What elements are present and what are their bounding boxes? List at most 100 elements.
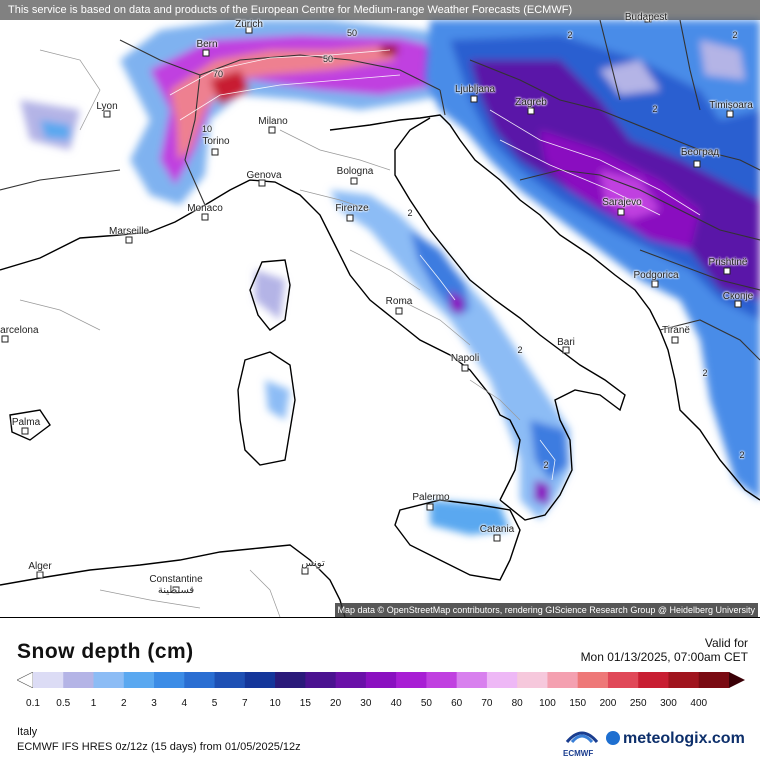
city-marker	[617, 208, 625, 216]
model-run-info: ECMWF IFS HRES 0z/12z (15 days) from 01/…	[17, 741, 301, 753]
scale-tick-label: 4	[181, 698, 188, 709]
city-marker	[211, 148, 219, 156]
city-label-palermo: Palermo	[412, 492, 450, 503]
scale-tick-label: 7	[242, 698, 248, 709]
scale-tick-label: 150	[569, 698, 587, 709]
meteologix-logo-icon	[606, 731, 620, 745]
region-label: Italy	[17, 726, 38, 738]
scale-tick-label: 40	[390, 698, 402, 709]
city-marker	[258, 179, 266, 187]
scale-swatch	[638, 672, 669, 688]
city-label-marseille: Marseille	[108, 226, 150, 237]
scale-tick-label: 400	[690, 698, 708, 709]
city-marker	[268, 126, 276, 134]
scale-tick-label: 10	[269, 698, 281, 709]
valid-label: Valid for	[704, 636, 748, 650]
scale-swatch	[698, 672, 730, 688]
city-marker	[172, 586, 180, 594]
scale-arrow-low	[17, 672, 34, 688]
legend-panel: Snow depth (cm) Valid for Mon 01/13/2025…	[0, 617, 760, 761]
scale-swatch	[93, 672, 125, 688]
city-marker	[562, 346, 570, 354]
scale-swatch	[547, 672, 579, 688]
scale-swatch	[426, 672, 458, 688]
ecmwf-notice: This service is based on data and produc…	[0, 0, 760, 20]
map-attribution: Map data © OpenStreetMap contributors, r…	[334, 603, 758, 617]
city-marker	[346, 214, 354, 222]
scale-tick-label: 100	[539, 698, 556, 709]
city-label-beograd: Београд	[680, 147, 720, 158]
coastlines	[0, 114, 760, 617]
scale-swatch	[123, 672, 155, 688]
city-marker	[671, 336, 679, 344]
scale-tick-label: 2	[121, 698, 127, 709]
contour-label: 2	[732, 30, 738, 40]
city-label-catania: Catania	[479, 524, 515, 535]
city-label-palma: Palma	[11, 417, 41, 428]
city-marker	[644, 15, 652, 23]
city-label-napoli: Napoli	[450, 353, 480, 364]
city-marker	[350, 177, 358, 185]
contour-label: 2	[407, 208, 413, 218]
city-label-budapest: Budapest	[624, 12, 668, 23]
city-label-roma: Roma	[385, 296, 413, 307]
contour-label: 70	[212, 69, 224, 79]
color-scale	[17, 672, 745, 688]
snow-field-apennines	[20, 100, 570, 535]
city-marker	[723, 267, 731, 275]
city-marker	[734, 300, 742, 308]
meteologix-brand[interactable]: meteologix.com	[606, 730, 745, 748]
map-canvas[interactable]	[0, 0, 760, 617]
city-marker	[202, 49, 210, 57]
scale-tick-label: 50	[420, 698, 432, 709]
scale-swatch	[305, 672, 337, 688]
scale-tick-label: 60	[451, 698, 463, 709]
ecmwf-logo-text: ECMWF	[563, 749, 594, 758]
scale-arrow-high	[729, 672, 745, 688]
contour-label: 2	[567, 30, 573, 40]
city-label-bari: Bari	[557, 337, 575, 348]
city-label-timisoara: Timișoara	[709, 100, 753, 111]
city-marker	[470, 95, 478, 103]
scale-swatch	[517, 672, 548, 688]
city-label-alger: Alger	[28, 561, 52, 572]
city-label-milano: Milano	[258, 116, 288, 127]
city-marker	[395, 307, 403, 315]
map-area[interactable]: This service is based on data and produc…	[0, 0, 760, 617]
city-label-prishtine: Prishtinë	[708, 257, 748, 268]
contour-label: 2	[543, 460, 549, 470]
scale-tick-label: 80	[511, 698, 523, 709]
scale-tick-label: 15	[299, 698, 311, 709]
city-marker	[726, 110, 734, 118]
city-label-barcelona: Barcelona	[0, 325, 39, 336]
scale-swatch	[63, 672, 95, 688]
scale-swatch	[184, 672, 216, 688]
scale-swatch	[668, 672, 700, 688]
city-marker	[461, 364, 469, 372]
scale-tick-label: 5	[211, 698, 218, 709]
city-label-tunis: تونس	[301, 558, 325, 569]
scale-swatch	[577, 672, 609, 688]
scale-tick-label: 70	[481, 698, 493, 709]
scale-swatch	[486, 672, 518, 688]
city-marker	[493, 534, 501, 542]
scale-tick-label: 1	[90, 698, 97, 709]
contour-label: 2	[739, 450, 745, 460]
city-label-ljubljana: Ljubljana	[454, 84, 496, 95]
snow-contours	[169, 49, 701, 481]
ecmwf-logo-icon	[565, 731, 599, 744]
city-label-bologna: Bologna	[336, 166, 374, 177]
scale-swatch	[33, 672, 64, 688]
scale-tick-label: 20	[330, 698, 342, 709]
city-marker	[527, 107, 535, 115]
scale-swatch	[275, 672, 306, 688]
city-marker	[1, 335, 9, 343]
city-marker	[301, 567, 309, 575]
city-label-lyon: Lyon	[96, 101, 118, 112]
city-marker	[651, 280, 659, 288]
city-marker	[693, 160, 701, 168]
city-marker	[103, 110, 111, 118]
scale-tick-label: 0.1	[26, 698, 40, 709]
contour-label: 50	[322, 54, 334, 64]
city-marker	[36, 571, 44, 579]
